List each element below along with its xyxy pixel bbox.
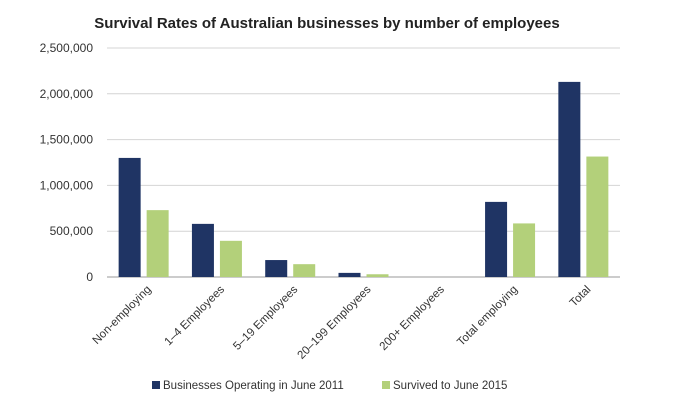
bar-survived-2015 xyxy=(513,223,536,277)
x-tick-label: 5–19 Employees xyxy=(231,283,300,352)
x-tick-label: Total employing xyxy=(455,284,520,349)
gridlines xyxy=(107,47,620,278)
y-tick-label: 1,500,000 xyxy=(40,133,94,147)
bar-businesses-2011 xyxy=(191,223,214,277)
bar-businesses-2011 xyxy=(265,260,288,277)
bar-survived-2015 xyxy=(146,210,169,277)
legend-label-businesses-2011: Businesses Operating in June 2011 xyxy=(163,380,344,392)
legend: Businesses Operating in June 2011 Surviv… xyxy=(152,380,507,392)
legend-swatch-businesses-2011 xyxy=(152,381,160,389)
x-tick-label: 1–4 Employees xyxy=(163,283,228,348)
x-axis-ticks: Non-employing 1–4 Employees 5–19 Employees… xyxy=(91,283,594,361)
bar-survived-2015 xyxy=(586,156,609,277)
y-tick-label: 500,000 xyxy=(50,224,94,238)
bar-businesses-2011 xyxy=(338,272,361,277)
x-tick-label: 20–199 Employees xyxy=(296,283,374,361)
legend-swatch-survived-2015 xyxy=(382,381,390,389)
bar-survived-2015 xyxy=(293,264,316,277)
y-axis-ticks: 0 500,000 1,000,000 1,500,000 2,000,000 2,500… xyxy=(40,41,94,284)
bars xyxy=(118,81,609,277)
x-tick-label: 200+ Employees xyxy=(378,283,447,352)
legend-label-survived-2015: Survived to June 2015 xyxy=(393,380,507,392)
y-tick-label: 1,000,000 xyxy=(40,178,94,192)
bar-businesses-2011 xyxy=(558,81,581,277)
bar-survived-2015 xyxy=(366,274,389,277)
bar-survived-2015 xyxy=(219,240,242,277)
bar-businesses-2011 xyxy=(118,157,141,277)
x-tick-label: Non-employing xyxy=(91,284,154,347)
y-tick-label: 2,500,000 xyxy=(40,41,94,55)
chart-title: Survival Rates of Australian businesses … xyxy=(94,15,559,32)
x-tick-label: Total xyxy=(568,284,594,310)
y-tick-label: 0 xyxy=(86,270,93,284)
y-tick-label: 2,000,000 xyxy=(40,87,94,101)
bar-businesses-2011 xyxy=(485,201,508,277)
